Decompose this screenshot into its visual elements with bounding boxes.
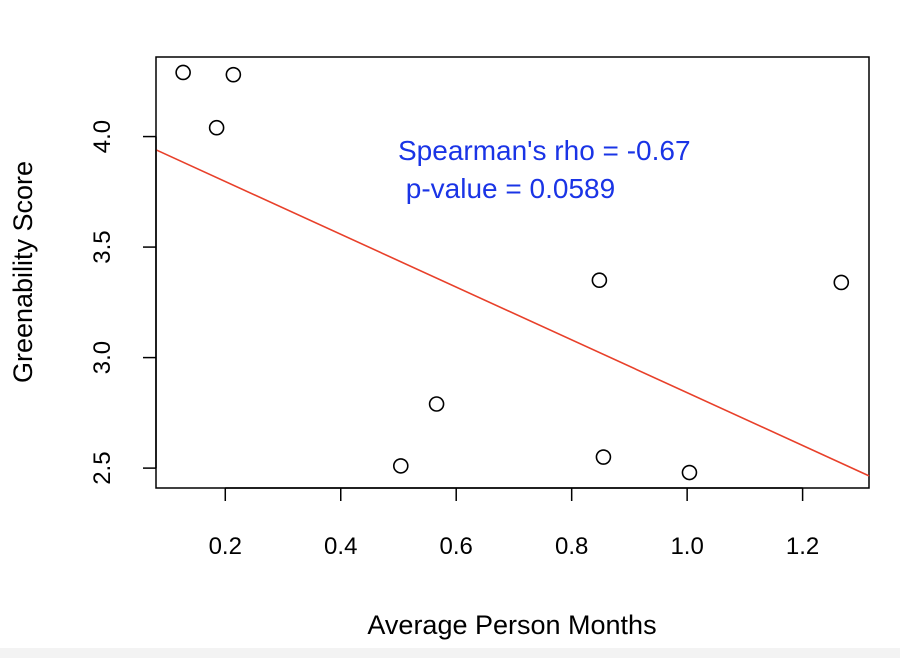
x-axis-title: Average Person Months xyxy=(367,610,656,640)
x-tick-label: 1.2 xyxy=(786,533,819,560)
data-point-6 xyxy=(591,272,608,289)
data-point-4 xyxy=(392,458,409,474)
x-axis: 0.2 0.4 0.6 0.8 1.0 1.2 xyxy=(209,487,819,560)
data-point-1 xyxy=(175,64,191,81)
x-tick-label: 0.4 xyxy=(324,533,357,560)
y-tick-label: 4.0 xyxy=(89,120,116,153)
window-bottom-strip xyxy=(0,648,900,658)
annotation-pvalue: p-value = 0.0589 xyxy=(398,173,615,204)
y-axis-title: Greenability Score xyxy=(8,161,38,383)
y-axis: 2.5 3.0 3.5 4.0 xyxy=(89,120,157,485)
data-point-3 xyxy=(225,66,242,83)
points-layer xyxy=(175,64,850,481)
data-point-2 xyxy=(208,119,225,136)
y-tick-label: 3.5 xyxy=(89,230,116,263)
y-tick-label: 3.0 xyxy=(89,341,116,374)
data-point-7 xyxy=(595,449,612,465)
data-point-9 xyxy=(833,274,850,291)
annotation-rho: Spearman's rho = -0.67 xyxy=(398,135,691,166)
data-point-8 xyxy=(681,464,698,481)
y-tick-label: 2.5 xyxy=(89,451,116,484)
trend-line xyxy=(155,149,870,477)
data-point-5 xyxy=(428,396,445,412)
x-tick-label: 1.0 xyxy=(670,533,703,560)
x-tick-label: 0.8 xyxy=(555,533,588,560)
x-tick-label: 0.6 xyxy=(440,533,473,560)
x-tick-label: 0.2 xyxy=(209,533,242,560)
plot-frame xyxy=(155,56,870,489)
